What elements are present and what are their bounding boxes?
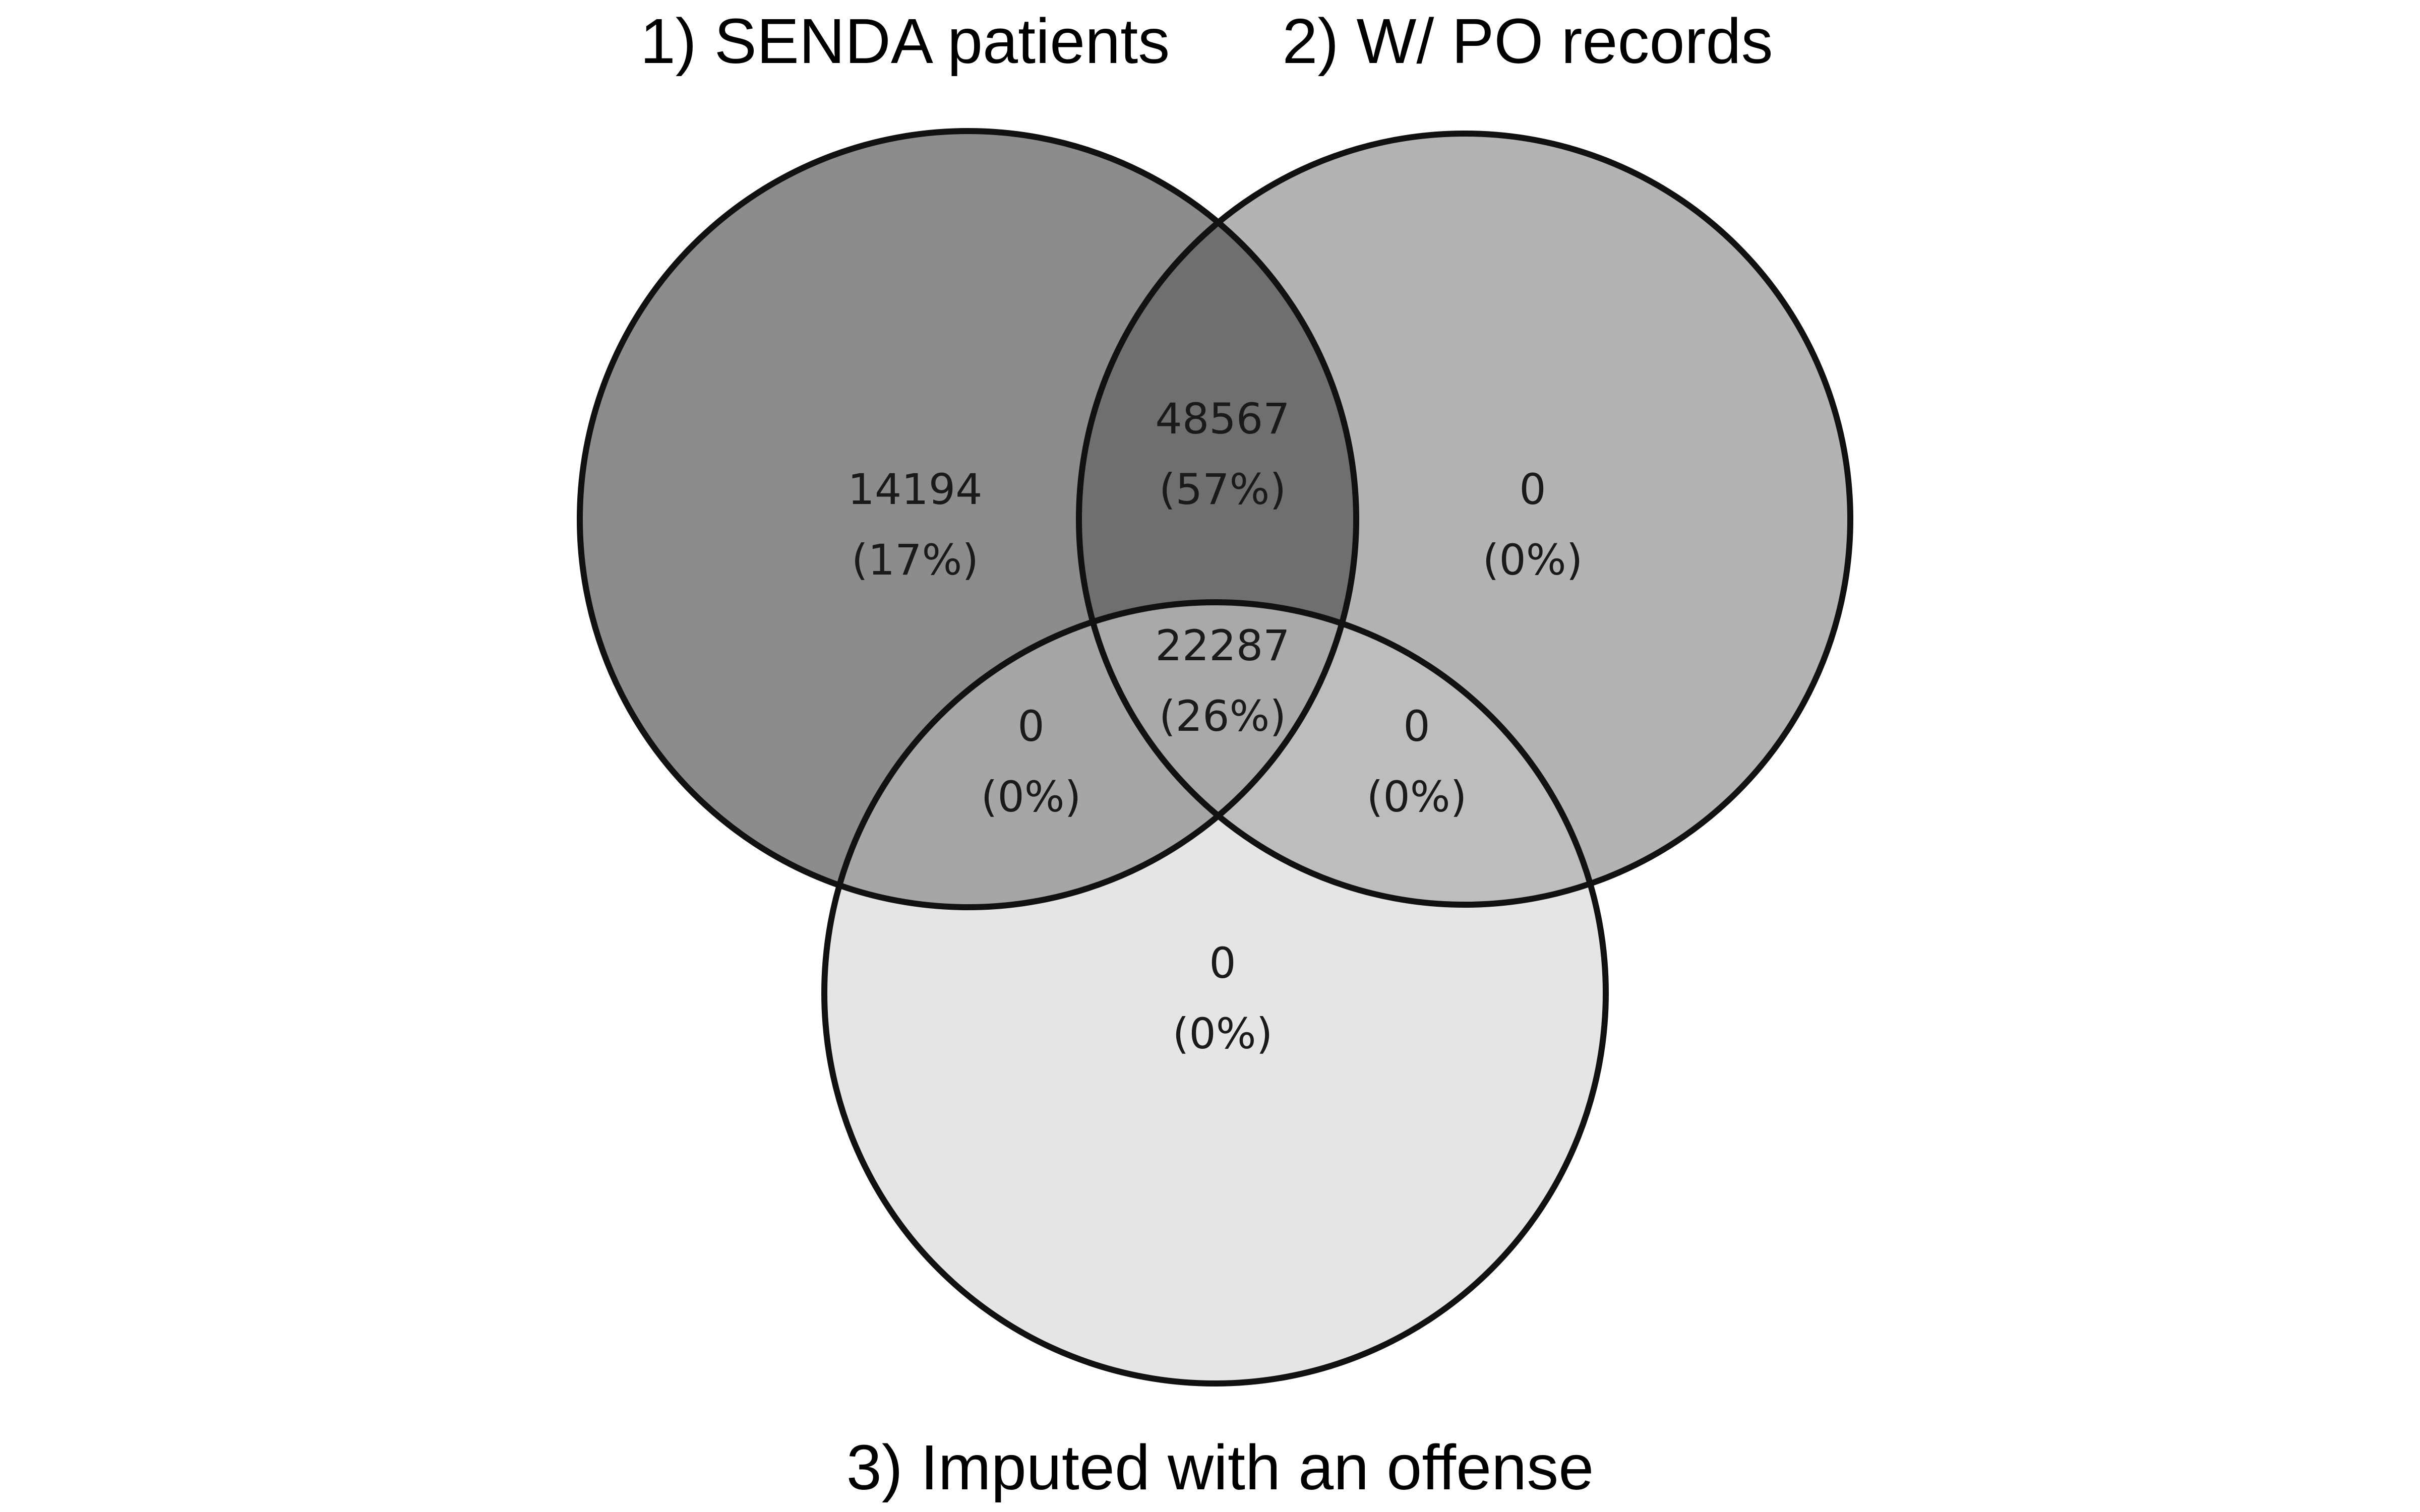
set-3-label: 3) Imputed with an offense [846, 1432, 1594, 1503]
region-percent-only-3: (0%) [1173, 1009, 1273, 1058]
region-percent-r-13: (0%) [981, 772, 1081, 822]
region-count-only-2: 0 [1519, 465, 1546, 514]
region-percent-r-123: (26%) [1159, 691, 1286, 741]
set-2-label: 2) W/ PO records [1282, 6, 1773, 77]
region-count-only-3: 0 [1209, 938, 1236, 988]
set-1-outline [577, 128, 1359, 910]
region-1-2-3 [1079, 602, 1356, 905]
set-1-label: 1) SENDA patients [640, 6, 1170, 77]
region-count-only-1: 14194 [848, 465, 982, 514]
region-count-r-12: 48567 [1155, 394, 1290, 444]
region-1-2-3-group [1079, 602, 1356, 905]
region-count-r-13: 0 [1017, 702, 1044, 751]
region-count-r-123: 22287 [1155, 621, 1290, 670]
set-2-outline [1076, 131, 1853, 908]
region-percent-only-1: (17%) [852, 535, 979, 585]
region-percent-only-2: (0%) [1483, 535, 1583, 585]
region-percent-r-12: (57%) [1159, 465, 1286, 514]
set-3-outline [821, 599, 1609, 1387]
region-percent-r-23: (0%) [1367, 772, 1467, 822]
region-count-r-23: 0 [1403, 702, 1430, 751]
